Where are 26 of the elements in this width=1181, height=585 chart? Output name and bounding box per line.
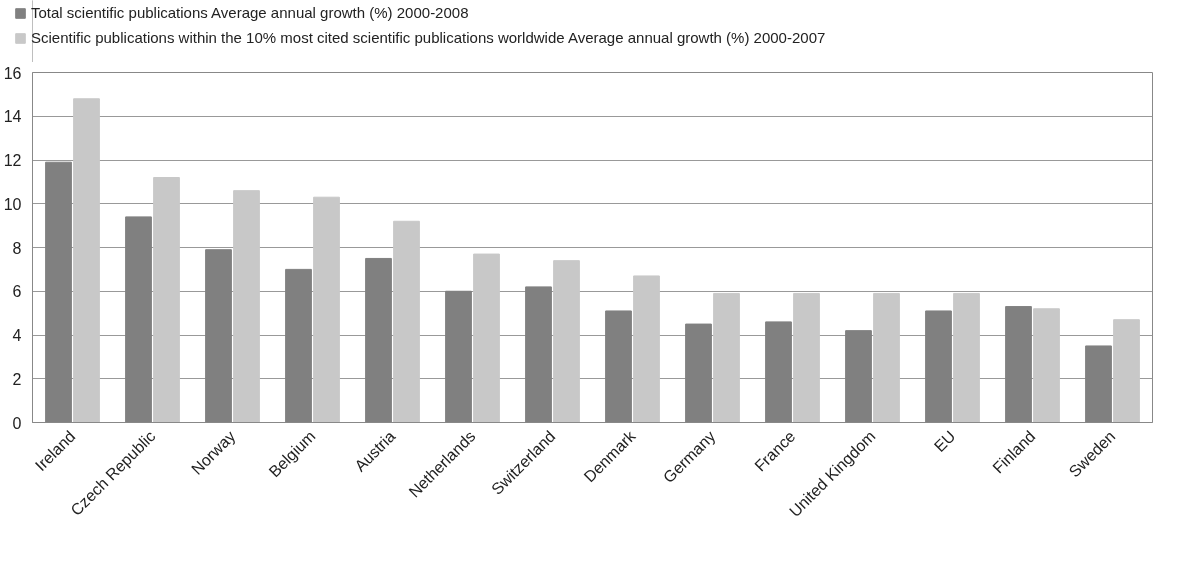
legend-label: Total scientific publications Average annual growth (%) 2000-2008 [31,4,469,21]
y-tick-label: 8 [12,239,22,257]
legend-label: Scientific publications within the 10% most cited scientific publications worldwide Average annual growth (%) 2000-2007 [31,29,826,46]
bar [233,190,260,423]
x-tick-label: EU [930,427,959,456]
bar [713,292,740,423]
y-tick-label: 6 [12,283,22,301]
bar [873,292,900,423]
y-tick-label: 4 [12,327,22,344]
y-tick-label: 16 [3,64,22,82]
bar [793,292,820,423]
y-tick-label: 0 [12,414,22,432]
y-tick-label: 10 [3,195,22,213]
bar [73,98,100,423]
y-tick-label: 2 [12,370,22,388]
y-tick-label: 14 [3,108,22,126]
bar [473,253,500,423]
bar [953,292,980,423]
bar [153,177,180,423]
bar [1033,308,1060,423]
y-tick-label: 12 [3,152,22,169]
bar [1113,319,1140,423]
bar [633,275,660,423]
bar [313,196,340,423]
bar [393,220,420,423]
bar [553,260,580,423]
